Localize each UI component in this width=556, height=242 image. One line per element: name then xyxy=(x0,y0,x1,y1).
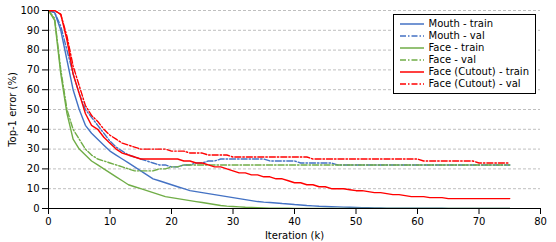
svg-text:60: 60 xyxy=(411,216,424,227)
svg-text:60: 60 xyxy=(27,84,40,95)
svg-text:70: 70 xyxy=(27,64,40,75)
svg-text:80: 80 xyxy=(27,44,40,55)
svg-text:90: 90 xyxy=(27,25,40,36)
html-text:Face (Cutout) - train: Face (Cutout) - train xyxy=(428,66,529,77)
svg-text:10: 10 xyxy=(104,216,117,227)
html-text:Face - val: Face - val xyxy=(428,54,476,65)
svg-text:Iteration (k): Iteration (k) xyxy=(265,230,324,241)
svg-text:0: 0 xyxy=(33,203,39,214)
svg-text:10: 10 xyxy=(27,183,40,194)
html-text:Mouth - train: Mouth - train xyxy=(428,18,494,29)
html-text:Face (Cutout) - val: Face (Cutout) - val xyxy=(428,78,521,89)
svg-text:20: 20 xyxy=(27,163,40,174)
svg-text:Top-1 error (%): Top-1 error (%) xyxy=(7,72,18,148)
svg-text:30: 30 xyxy=(27,143,40,154)
svg-text:70: 70 xyxy=(473,216,486,227)
svg-text:30: 30 xyxy=(227,216,240,227)
html-text:Mouth - val: Mouth - val xyxy=(428,30,485,41)
html-text:Face - train: Face - train xyxy=(428,42,485,53)
svg-text:0: 0 xyxy=(45,216,51,227)
svg-text:40: 40 xyxy=(288,216,301,227)
svg-text:40: 40 xyxy=(27,124,40,135)
svg-text:20: 20 xyxy=(165,216,178,227)
svg-text:100: 100 xyxy=(20,5,39,16)
svg-text:80: 80 xyxy=(534,216,547,227)
svg-text:50: 50 xyxy=(350,216,363,227)
svg-text:50: 50 xyxy=(27,104,40,115)
